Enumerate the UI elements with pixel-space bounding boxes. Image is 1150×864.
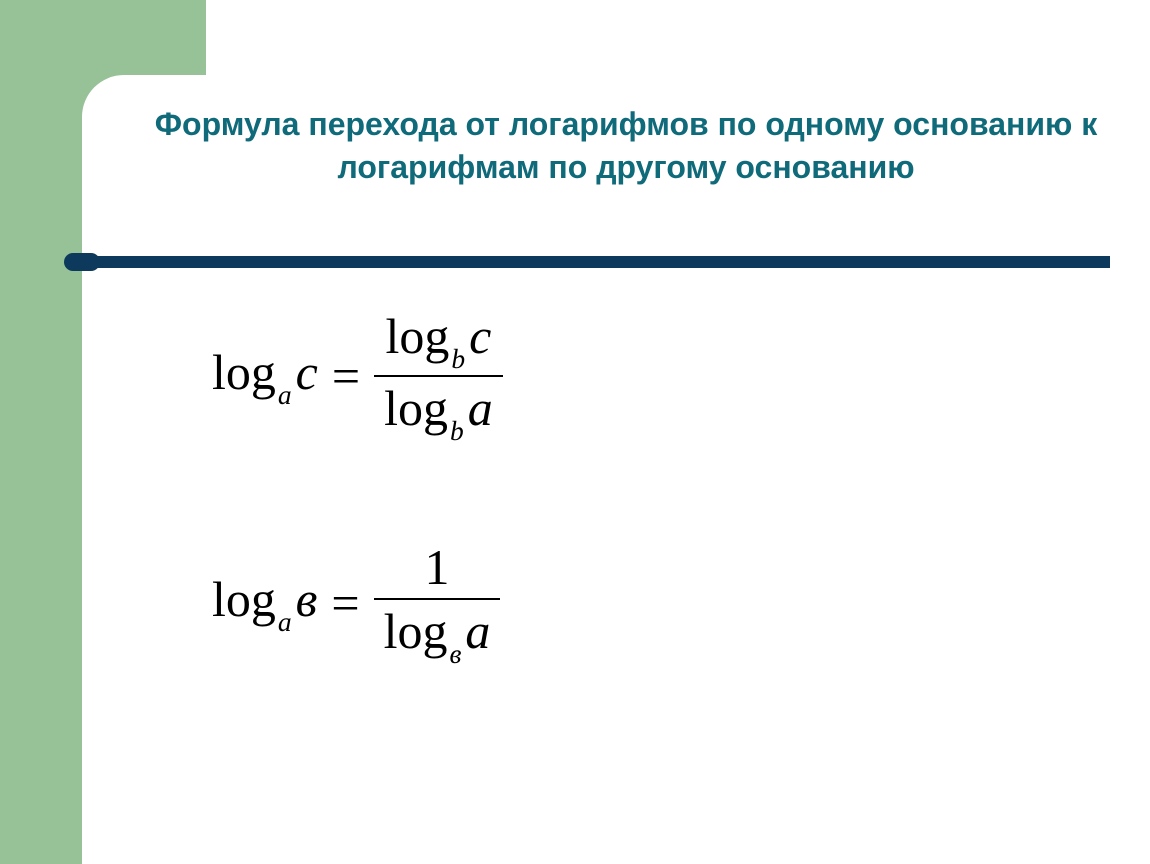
log-arg: a xyxy=(465,603,490,659)
underline-bar xyxy=(82,256,1110,268)
log-text: log xyxy=(384,603,448,659)
formula-change-of-base: logac = logbc logba xyxy=(212,305,832,446)
log-arg: c xyxy=(469,308,491,364)
formula2-fraction: 1 logвa xyxy=(374,536,501,670)
log-arg: c xyxy=(296,344,318,400)
log-arg: в xyxy=(296,571,318,627)
log-base: a xyxy=(278,379,292,410)
formula1-denominator: logba xyxy=(374,377,503,447)
slide-title: Формула перехода от логарифмов по одному… xyxy=(142,103,1110,189)
formula2-denominator: logвa xyxy=(374,600,501,670)
formula1-numerator: logbc xyxy=(375,305,501,375)
content-panel: Формула перехода от логарифмов по одному… xyxy=(82,75,1150,864)
log-text: log xyxy=(385,308,449,364)
equals-sign: = xyxy=(331,578,359,628)
formula1-fraction: logbc logba xyxy=(374,305,503,446)
formula-area: logac = logbc logba logaв = 1 xyxy=(212,305,832,760)
title-underline xyxy=(64,253,1110,271)
equals-sign: = xyxy=(332,351,360,401)
log-text: log xyxy=(384,380,448,436)
log-text: log xyxy=(212,571,276,627)
formula1-lhs: logac xyxy=(212,347,318,405)
log-base: b xyxy=(450,415,464,446)
log-base: b xyxy=(451,343,465,374)
formula-reciprocal: logaв = 1 logвa xyxy=(212,536,832,670)
formula2-numerator: 1 xyxy=(415,536,460,598)
formula2-lhs: logaв xyxy=(212,574,317,632)
log-base: в xyxy=(449,638,461,669)
underline-cap xyxy=(64,253,100,271)
log-arg: a xyxy=(468,380,493,436)
log-text: log xyxy=(212,344,276,400)
log-base: a xyxy=(278,606,292,637)
